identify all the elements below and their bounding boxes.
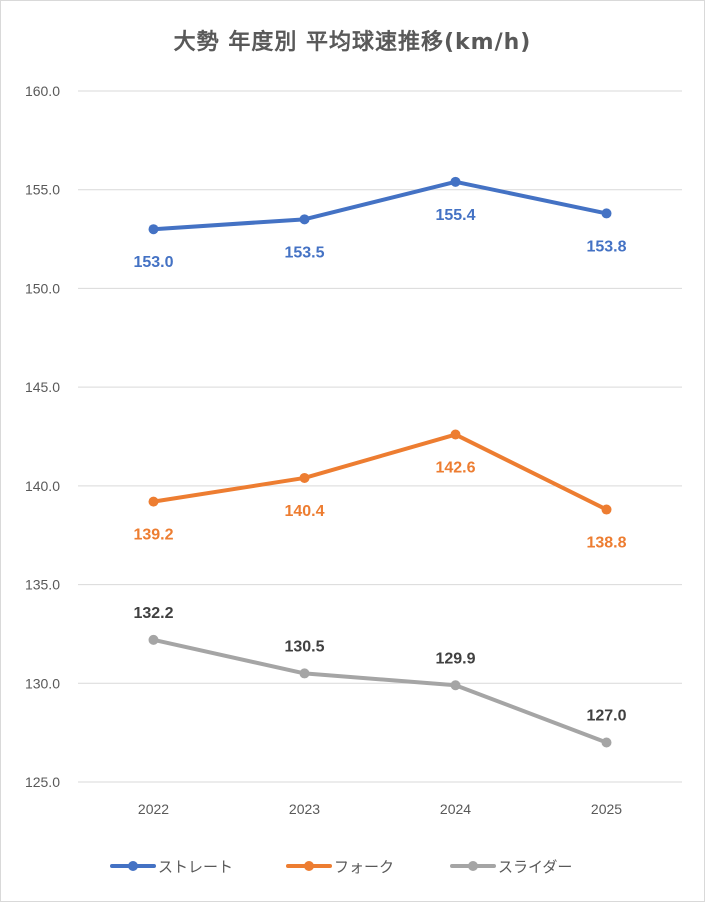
data-label: 153.0 [133, 254, 173, 271]
data-point [450, 429, 461, 440]
data-label: 153.8 [586, 238, 626, 255]
data-point [450, 176, 461, 187]
x-tick-label: 2023 [289, 801, 320, 817]
y-tick-label: 135.0 [25, 577, 60, 593]
data-label: 138.8 [586, 535, 626, 552]
series-line-2 [151, 637, 609, 745]
data-point [450, 680, 461, 691]
legend-label: フォーク [334, 858, 394, 876]
data-label: 132.2 [133, 605, 173, 622]
x-tick-label: 2024 [440, 801, 471, 817]
data-label: 130.5 [284, 638, 324, 655]
y-tick-label: 145.0 [25, 379, 60, 395]
legend-label: ストレート [158, 858, 233, 876]
y-tick-label: 150.0 [25, 280, 60, 296]
data-point [148, 634, 159, 645]
data-point [299, 214, 310, 225]
series-line-0 [151, 179, 609, 232]
data-point [148, 224, 159, 235]
legend-marker [304, 861, 314, 871]
data-point [299, 472, 310, 483]
data-point [148, 496, 159, 507]
legend-label: スライダー [498, 858, 572, 876]
legend-marker [128, 861, 138, 871]
data-point [601, 208, 612, 219]
y-tick-label: 160.0 [25, 83, 60, 99]
data-label: 129.9 [435, 650, 475, 667]
y-tick-label: 140.0 [25, 478, 60, 494]
y-tick-label: 125.0 [25, 774, 60, 790]
data-label: 155.4 [435, 207, 475, 224]
data-label: 153.5 [284, 244, 324, 261]
x-tick-label: 2022 [138, 801, 169, 817]
data-label: 127.0 [586, 708, 626, 725]
x-tick-label: 2025 [591, 801, 622, 817]
data-label: 142.6 [435, 460, 475, 477]
y-tick-label: 130.0 [25, 675, 60, 691]
data-label: 140.4 [284, 503, 324, 520]
data-label: 139.2 [133, 527, 173, 544]
data-point [601, 504, 612, 515]
data-point [601, 737, 612, 748]
legend-marker [468, 861, 478, 871]
data-point [299, 668, 310, 679]
series-line-1 [151, 432, 609, 512]
chart-title: 大勢 年度別 平均球速推移(km/h) [173, 30, 532, 55]
y-tick-label: 155.0 [25, 182, 60, 198]
